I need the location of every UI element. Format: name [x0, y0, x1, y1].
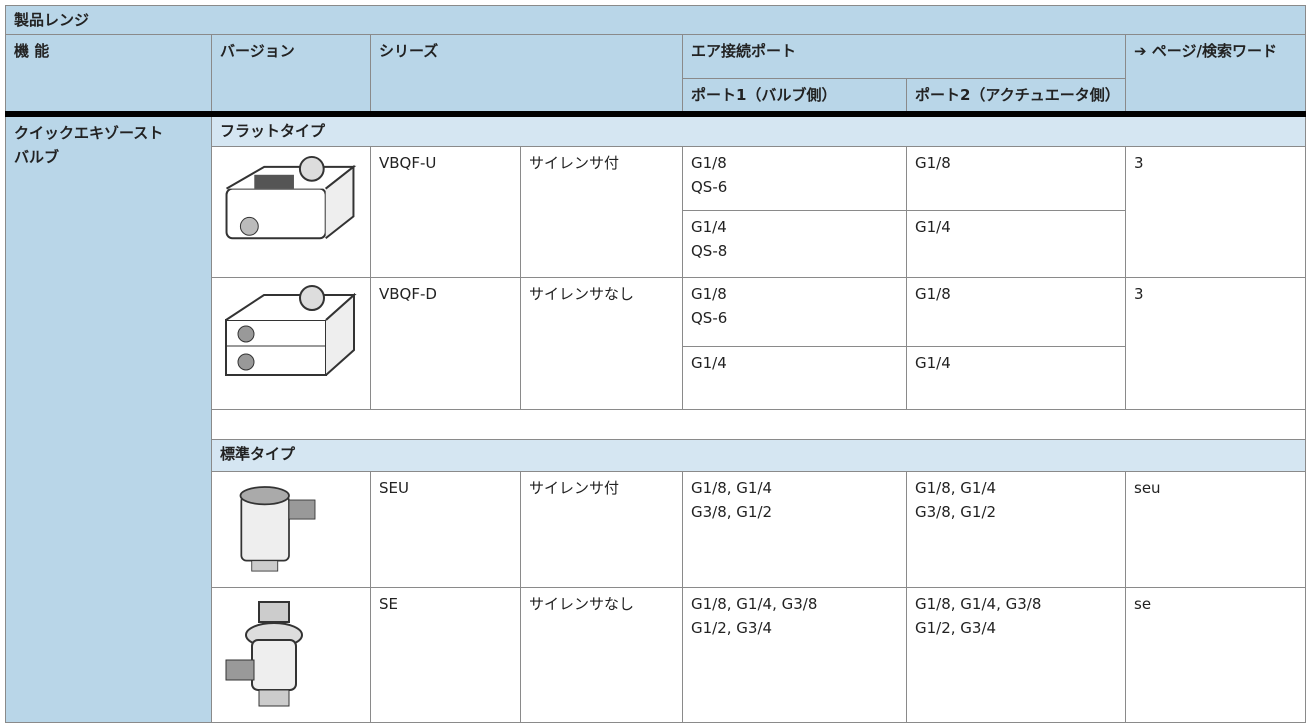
text-line: QS-8: [691, 242, 728, 261]
series: VBQF-U: [370, 145, 521, 278]
text-line: バルブ: [14, 148, 60, 166]
text-line: G1/8, G1/4, G3/8: [915, 594, 1042, 613]
text-line: QS-6: [691, 177, 728, 196]
text-line: G3/8, G1/2: [915, 502, 997, 521]
spacer: [210, 408, 1307, 440]
text-line: G1/4: [691, 218, 727, 237]
description: サイレンサ付: [520, 145, 683, 278]
text-line: クイックエキゾースト: [14, 124, 164, 142]
connection-row: SEU サイレンサ付 G1/8, G1/4 G3/8, G1/2 G1/8, G1/4 G…: [6, 470, 1307, 588]
description: サイレンサ付: [520, 470, 683, 588]
column-header: シリーズ: [370, 34, 683, 117]
text-line: G1/8, G1/4: [915, 478, 997, 497]
product-image: [211, 586, 371, 723]
group-row: クイックエキゾースト バルブ フラットタイプ: [5, 113, 1307, 723]
text-line: G1/8: [691, 284, 727, 303]
port1: G1/8, G1/4, G3/8 G1/2, G3/4: [682, 586, 907, 723]
page-ref: 3: [1124, 276, 1307, 410]
port2: G1/8, G1/4, G3/8 G1/2, G3/4: [906, 586, 1126, 723]
text-line: G1/8: [691, 153, 727, 172]
product-icon: [225, 284, 357, 376]
product-table: 製品レンジ 機 能 バージョン シリーズ エア接続ポート ➔ ページ/検索ワード…: [4, 5, 1307, 723]
page-ref: 3: [1124, 145, 1307, 278]
port1: G1/8 QS-6: [682, 276, 907, 348]
text-line: G1/2, G3/4: [691, 618, 773, 637]
port1: G1/4: [682, 346, 907, 410]
column-header: ➔ ページ/検索ワード: [1124, 34, 1307, 117]
text-line: G1/8: [915, 153, 951, 172]
port1: G1/8, G1/4 G3/8, G1/2: [682, 470, 907, 588]
series: SE: [370, 586, 521, 723]
port2: G1/4: [906, 346, 1126, 410]
text-line: G1/8: [915, 284, 951, 303]
port2: G1/8: [906, 145, 1126, 212]
port2: G1/8, G1/4 G3/8, G1/2: [906, 470, 1126, 588]
series: SEU: [370, 470, 521, 588]
product-icon: [239, 485, 316, 571]
connection-row: G1/4 QS-8 G1/4: [6, 210, 1306, 278]
port2: G1/8: [906, 276, 1126, 348]
column-header: エア接続ポート: [682, 34, 1126, 79]
connection-row: VBQF-U サイレンサ付 G1/8 QS-6 G1/8 3: [6, 145, 1307, 278]
page-ref: seu: [1124, 470, 1307, 588]
text-line: QS-6: [691, 308, 728, 327]
text-line: G1/4: [915, 354, 951, 373]
title: 製品レンジ: [4, 5, 1307, 35]
port1: G1/8 QS-6: [682, 145, 907, 212]
text-line: G3/8, G1/2: [691, 502, 773, 521]
text-line: G1/8, G1/4: [691, 478, 773, 497]
table-body: クイックエキゾースト バルブ フラットタイプ VBQF-U サイレンサ付 G1/8 QS-6…: [5, 113, 1307, 723]
description: サイレンサなし: [520, 586, 683, 723]
product-image: [211, 470, 371, 588]
product-image: [211, 145, 371, 278]
port1: G1/4 QS-8: [682, 210, 907, 278]
product-icon: [225, 600, 303, 706]
function-cell: クイックエキゾースト バルブ: [5, 113, 212, 723]
description: サイレンサなし: [520, 276, 683, 410]
port2: G1/4: [906, 210, 1126, 278]
series: VBQF-D: [370, 276, 521, 410]
column-header: 機 能: [5, 34, 212, 117]
product-image: [211, 276, 371, 410]
connection-row: VBQF-D サイレンサなし G1/8 QS-6 G1/8 3: [6, 276, 1307, 410]
text-line: G1/2, G3/4: [915, 618, 997, 637]
sub-column-header: ポート1（バルブ側）: [682, 78, 907, 117]
group-name: 標準タイプ: [210, 438, 1307, 472]
column-header: バージョン: [211, 34, 371, 117]
page-ref: se: [1124, 586, 1307, 723]
sub-column-header: ポート2（アクチュエータ側）: [906, 78, 1126, 117]
text-line: G1/8, G1/4, G3/8: [691, 594, 818, 613]
connection-row: G1/4 G1/4: [6, 346, 1306, 410]
text-line: G1/4: [915, 218, 951, 237]
group-name: フラットタイプ: [210, 113, 1307, 147]
group-row: 標準タイプ: [6, 438, 1307, 472]
text-line: G1/4: [691, 354, 727, 373]
product-icon: [225, 155, 357, 239]
